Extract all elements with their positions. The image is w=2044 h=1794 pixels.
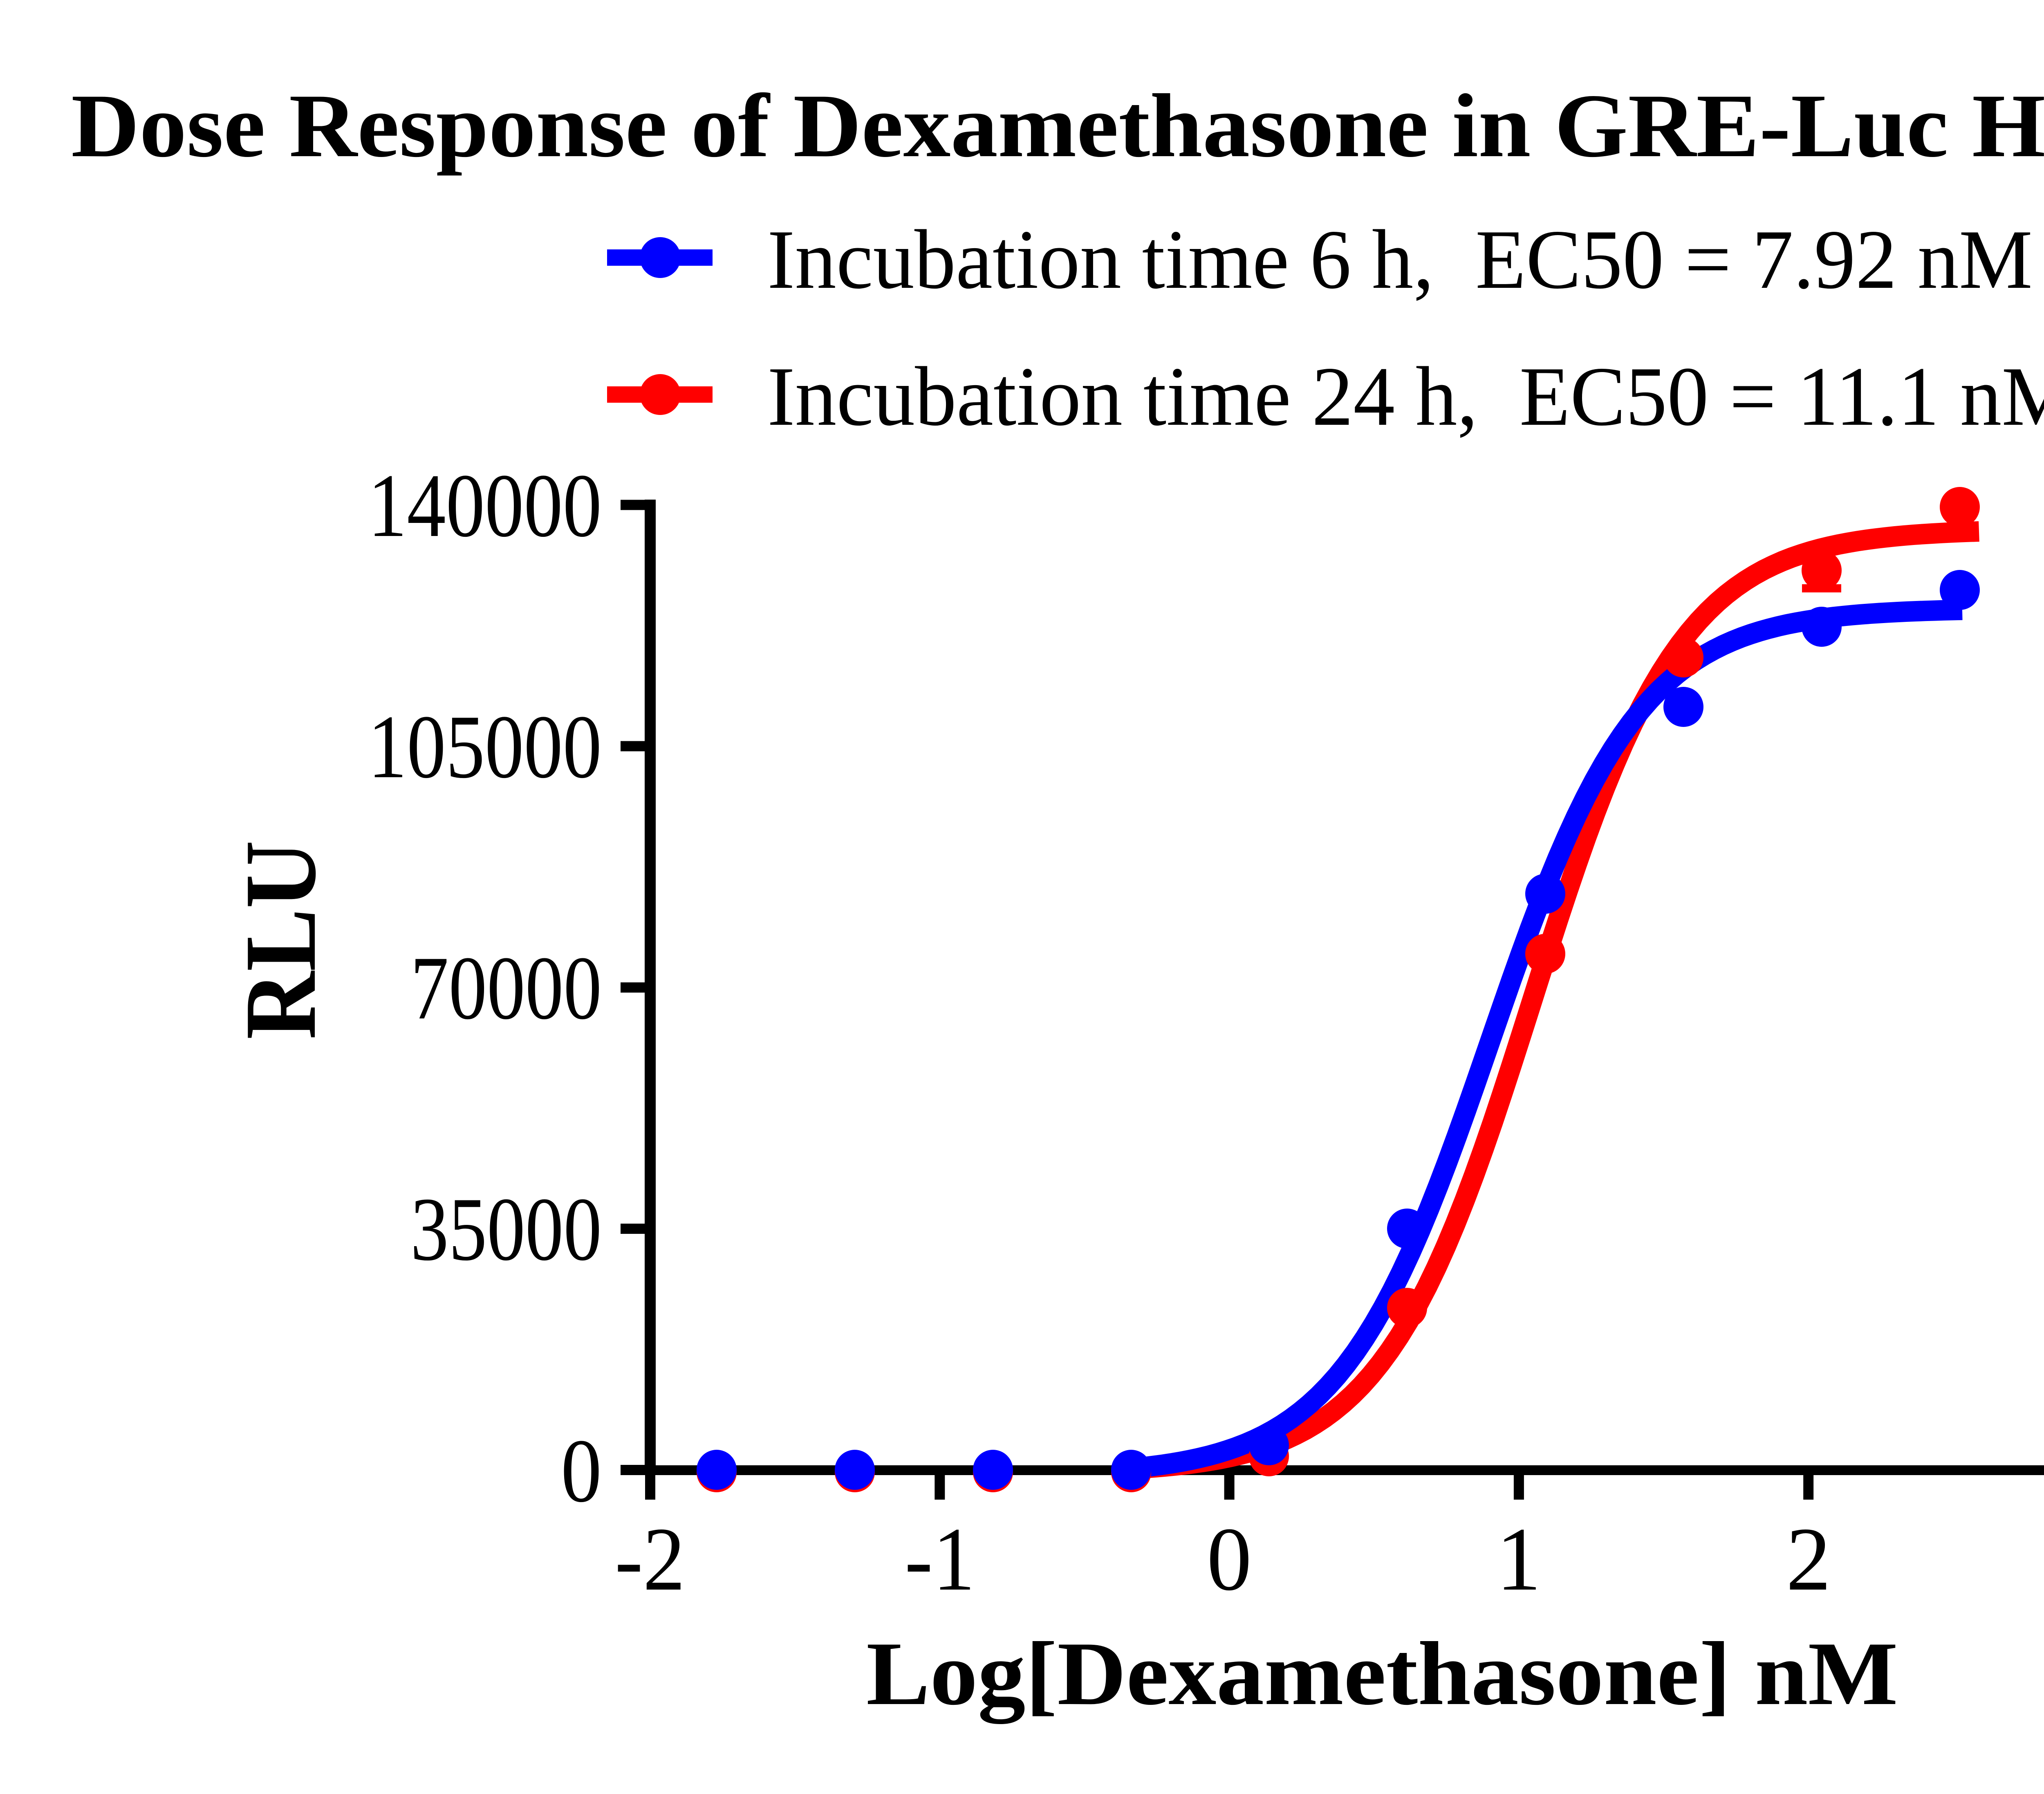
svg-text:RLU: RLU (224, 841, 337, 1040)
svg-text:70000: 70000 (410, 938, 602, 1038)
svg-text:Incubation time 24 h, EC50 =: Incubation time 24 h, EC50 = 11.1 nM (767, 350, 2044, 443)
svg-text:140000: 140000 (368, 455, 602, 556)
svg-text:0: 0 (1207, 1509, 1252, 1610)
svg-text:Incubation time 6 h, EC50 = 7: Incubation time 6 h, EC50 = 7.92 nM (767, 213, 2033, 306)
svg-text:0: 0 (561, 1421, 602, 1521)
svg-text:Dose Response of Dexamethasone: Dose Response of Dexamethasone in GRE-Lu… (71, 76, 2044, 176)
svg-text:Log[Dexamethasone] nM: Log[Dexamethasone] nM (866, 1624, 1898, 1724)
svg-text:1: 1 (1496, 1509, 1541, 1610)
svg-text:-2: -2 (615, 1509, 685, 1610)
svg-text:35000: 35000 (410, 1179, 602, 1280)
svg-text:105000: 105000 (368, 697, 602, 797)
svg-text:2: 2 (1786, 1509, 1831, 1610)
svg-text:-1: -1 (905, 1509, 975, 1610)
